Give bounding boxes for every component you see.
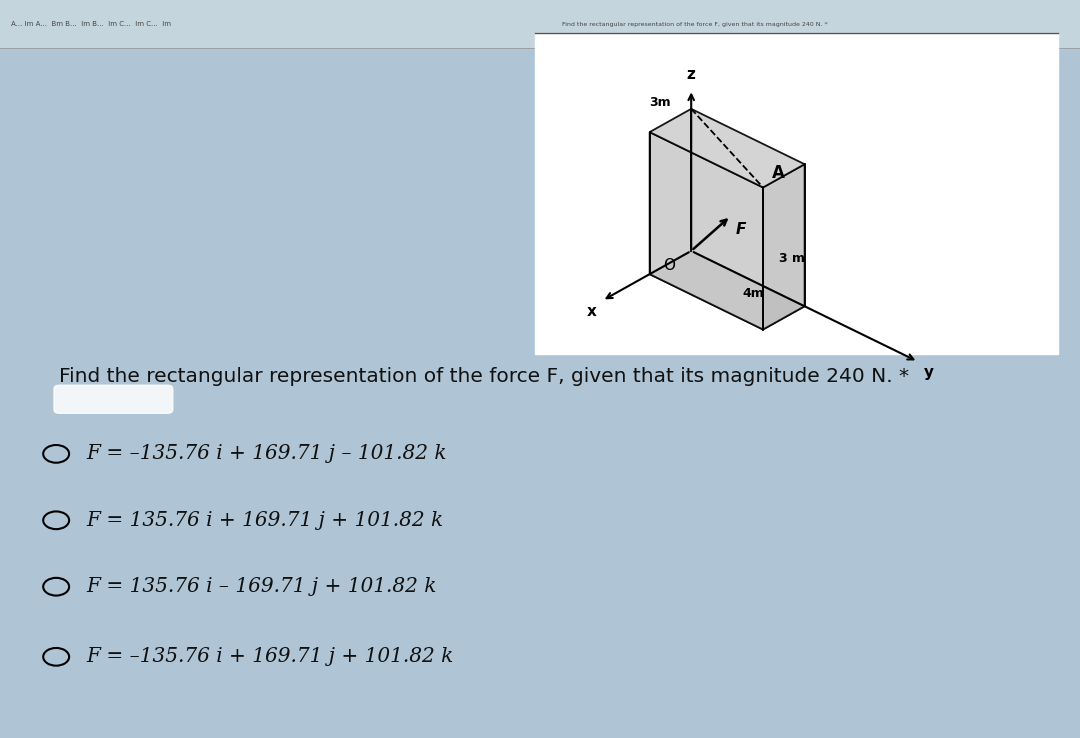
Text: 3m: 3m xyxy=(649,97,671,109)
Polygon shape xyxy=(762,164,805,329)
Text: F = 135.76 i + 169.71 j + 101.82 k: F = 135.76 i + 169.71 j + 101.82 k xyxy=(86,511,444,530)
Bar xyxy=(0,0,1080,48)
Text: 4m: 4m xyxy=(742,287,765,300)
Text: z: z xyxy=(687,67,696,82)
Text: 3 m: 3 m xyxy=(780,252,806,265)
Polygon shape xyxy=(650,132,762,329)
Polygon shape xyxy=(650,109,805,187)
Text: A: A xyxy=(772,164,784,182)
Text: O: O xyxy=(663,258,675,273)
Text: F = –135.76 i + 169.71 j – 101.82 k: F = –135.76 i + 169.71 j – 101.82 k xyxy=(86,444,447,463)
Text: A... Im A...  Bm B...  Im B...  Im C...  Im C...  Im: A... Im A... Bm B... Im B... Im C... Im … xyxy=(11,21,171,27)
Polygon shape xyxy=(650,251,805,329)
Text: Find the rectangular representation of the force F, given that its magnitude 240: Find the rectangular representation of t… xyxy=(562,22,827,27)
Text: Find the rectangular representation of the force F, given that its magnitude 240: Find the rectangular representation of t… xyxy=(59,367,909,386)
Text: F: F xyxy=(737,222,746,237)
Text: F = –135.76 i + 169.71 j + 101.82 k: F = –135.76 i + 169.71 j + 101.82 k xyxy=(86,647,454,666)
Text: y: y xyxy=(923,365,933,380)
Text: F = 135.76 i – 169.71 j + 101.82 k: F = 135.76 i – 169.71 j + 101.82 k xyxy=(86,577,437,596)
Bar xyxy=(535,33,1058,354)
Text: x: x xyxy=(586,304,597,320)
FancyBboxPatch shape xyxy=(54,385,173,413)
